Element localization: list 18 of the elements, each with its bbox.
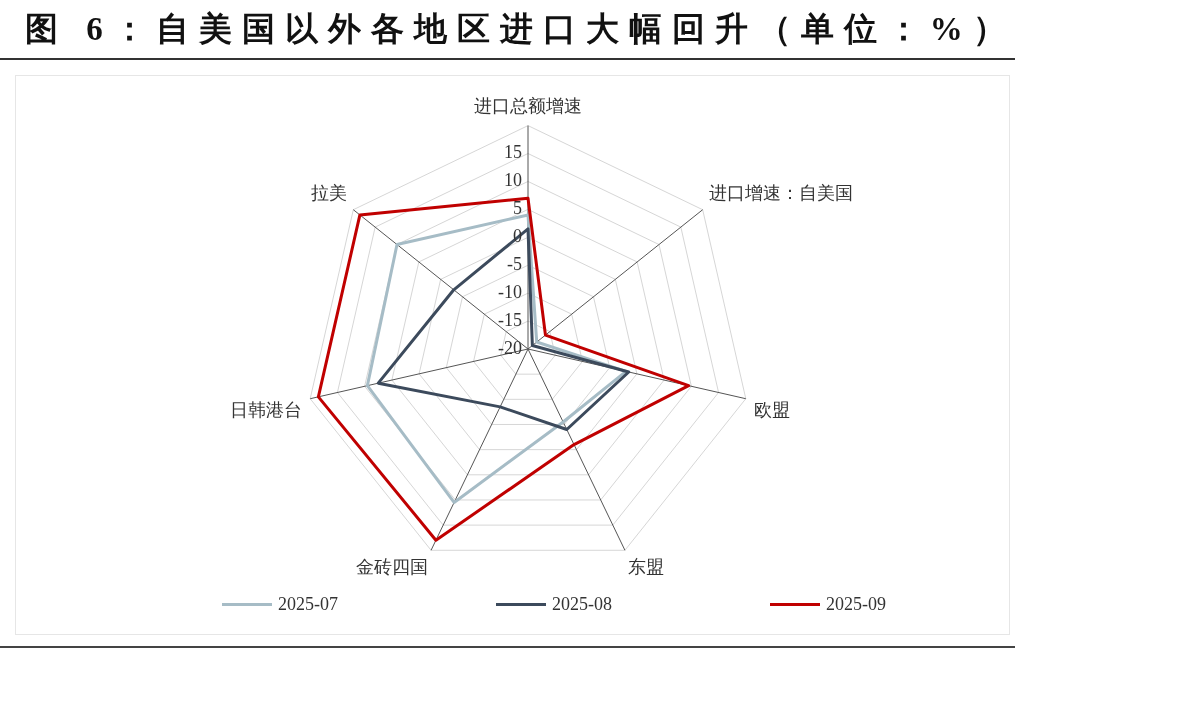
y-tick-label: -20 — [498, 337, 522, 358]
spoke-label: 金砖四国 — [355, 557, 428, 578]
y-tick-label: 10 — [504, 170, 522, 191]
spoke-label: 东盟 — [628, 557, 665, 578]
legend-label: 2025-08 — [552, 594, 612, 615]
spoke-label: 进口总额增速 — [474, 95, 582, 116]
y-tick-label: 15 — [504, 142, 522, 163]
y-tick-label: 5 — [513, 198, 522, 219]
legend-label: 2025-09 — [826, 594, 886, 615]
y-tick-label: -5 — [507, 253, 522, 274]
spoke-label: 欧盟 — [753, 400, 790, 421]
spoke-label: 日韩港台 — [230, 400, 303, 421]
chart-title: 图 6：自美国以外各地区进口大幅回升（单位：%） — [0, 0, 1016, 60]
legend-label: 2025-07 — [278, 594, 338, 615]
y-tick-label: -10 — [498, 281, 522, 302]
y-tick-label: -15 — [498, 309, 522, 330]
spoke-label: 拉美 — [311, 182, 348, 203]
spoke-label: 进口增速：自美国 — [708, 182, 853, 203]
